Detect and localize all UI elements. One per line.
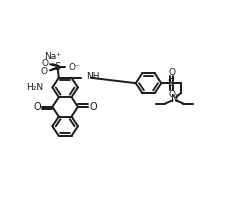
Text: O: O [168, 68, 175, 77]
Text: O: O [33, 102, 41, 112]
Text: O: O [90, 102, 97, 112]
Text: Na⁺: Na⁺ [44, 52, 61, 61]
Text: H₂N: H₂N [26, 83, 43, 92]
Text: S: S [167, 78, 174, 88]
Text: O: O [42, 59, 49, 68]
Text: O: O [168, 90, 175, 99]
Text: N: N [171, 94, 178, 104]
Text: O: O [41, 66, 48, 76]
Text: O⁻: O⁻ [69, 63, 81, 72]
Text: NH: NH [86, 72, 99, 81]
Text: S: S [55, 62, 61, 72]
